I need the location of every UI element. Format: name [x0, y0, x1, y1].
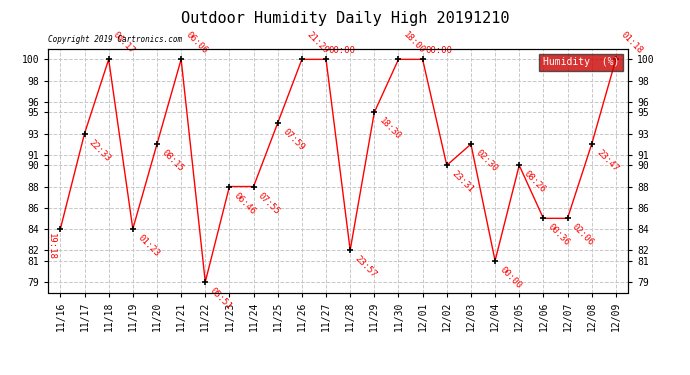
Text: 07:59: 07:59 — [281, 127, 306, 153]
Legend: Humidity  (%): Humidity (%) — [539, 54, 623, 71]
Text: 02:30: 02:30 — [474, 148, 499, 174]
Text: 00:36: 00:36 — [546, 222, 571, 248]
Text: 08:26: 08:26 — [522, 170, 547, 195]
Text: 18:30: 18:30 — [377, 117, 402, 142]
Text: 00:00: 00:00 — [426, 46, 452, 55]
Text: 01:18: 01:18 — [619, 30, 644, 55]
Text: 04:17: 04:17 — [112, 30, 137, 55]
Text: 08:15: 08:15 — [160, 148, 185, 174]
Text: Outdoor Humidity Daily High 20191210: Outdoor Humidity Daily High 20191210 — [181, 11, 509, 26]
Text: 01:23: 01:23 — [136, 233, 161, 258]
Text: 06:06: 06:06 — [184, 30, 209, 55]
Text: 23:57: 23:57 — [353, 254, 378, 280]
Text: 02:06: 02:06 — [571, 222, 595, 248]
Text: 06:46: 06:46 — [233, 191, 257, 216]
Text: 07:55: 07:55 — [257, 191, 282, 216]
Text: 22:33: 22:33 — [88, 138, 112, 163]
Text: Copyright 2019 Cartronics.com: Copyright 2019 Cartronics.com — [48, 35, 182, 44]
Text: 23:31: 23:31 — [450, 170, 475, 195]
Text: 21:29: 21:29 — [305, 30, 330, 55]
Text: 23:47: 23:47 — [595, 148, 620, 174]
Text: 18:00: 18:00 — [402, 30, 426, 55]
Text: 00:00: 00:00 — [498, 265, 523, 290]
Text: 05:51: 05:51 — [208, 286, 233, 311]
Text: 19:18: 19:18 — [47, 233, 56, 260]
Text: 00:00: 00:00 — [329, 46, 355, 55]
